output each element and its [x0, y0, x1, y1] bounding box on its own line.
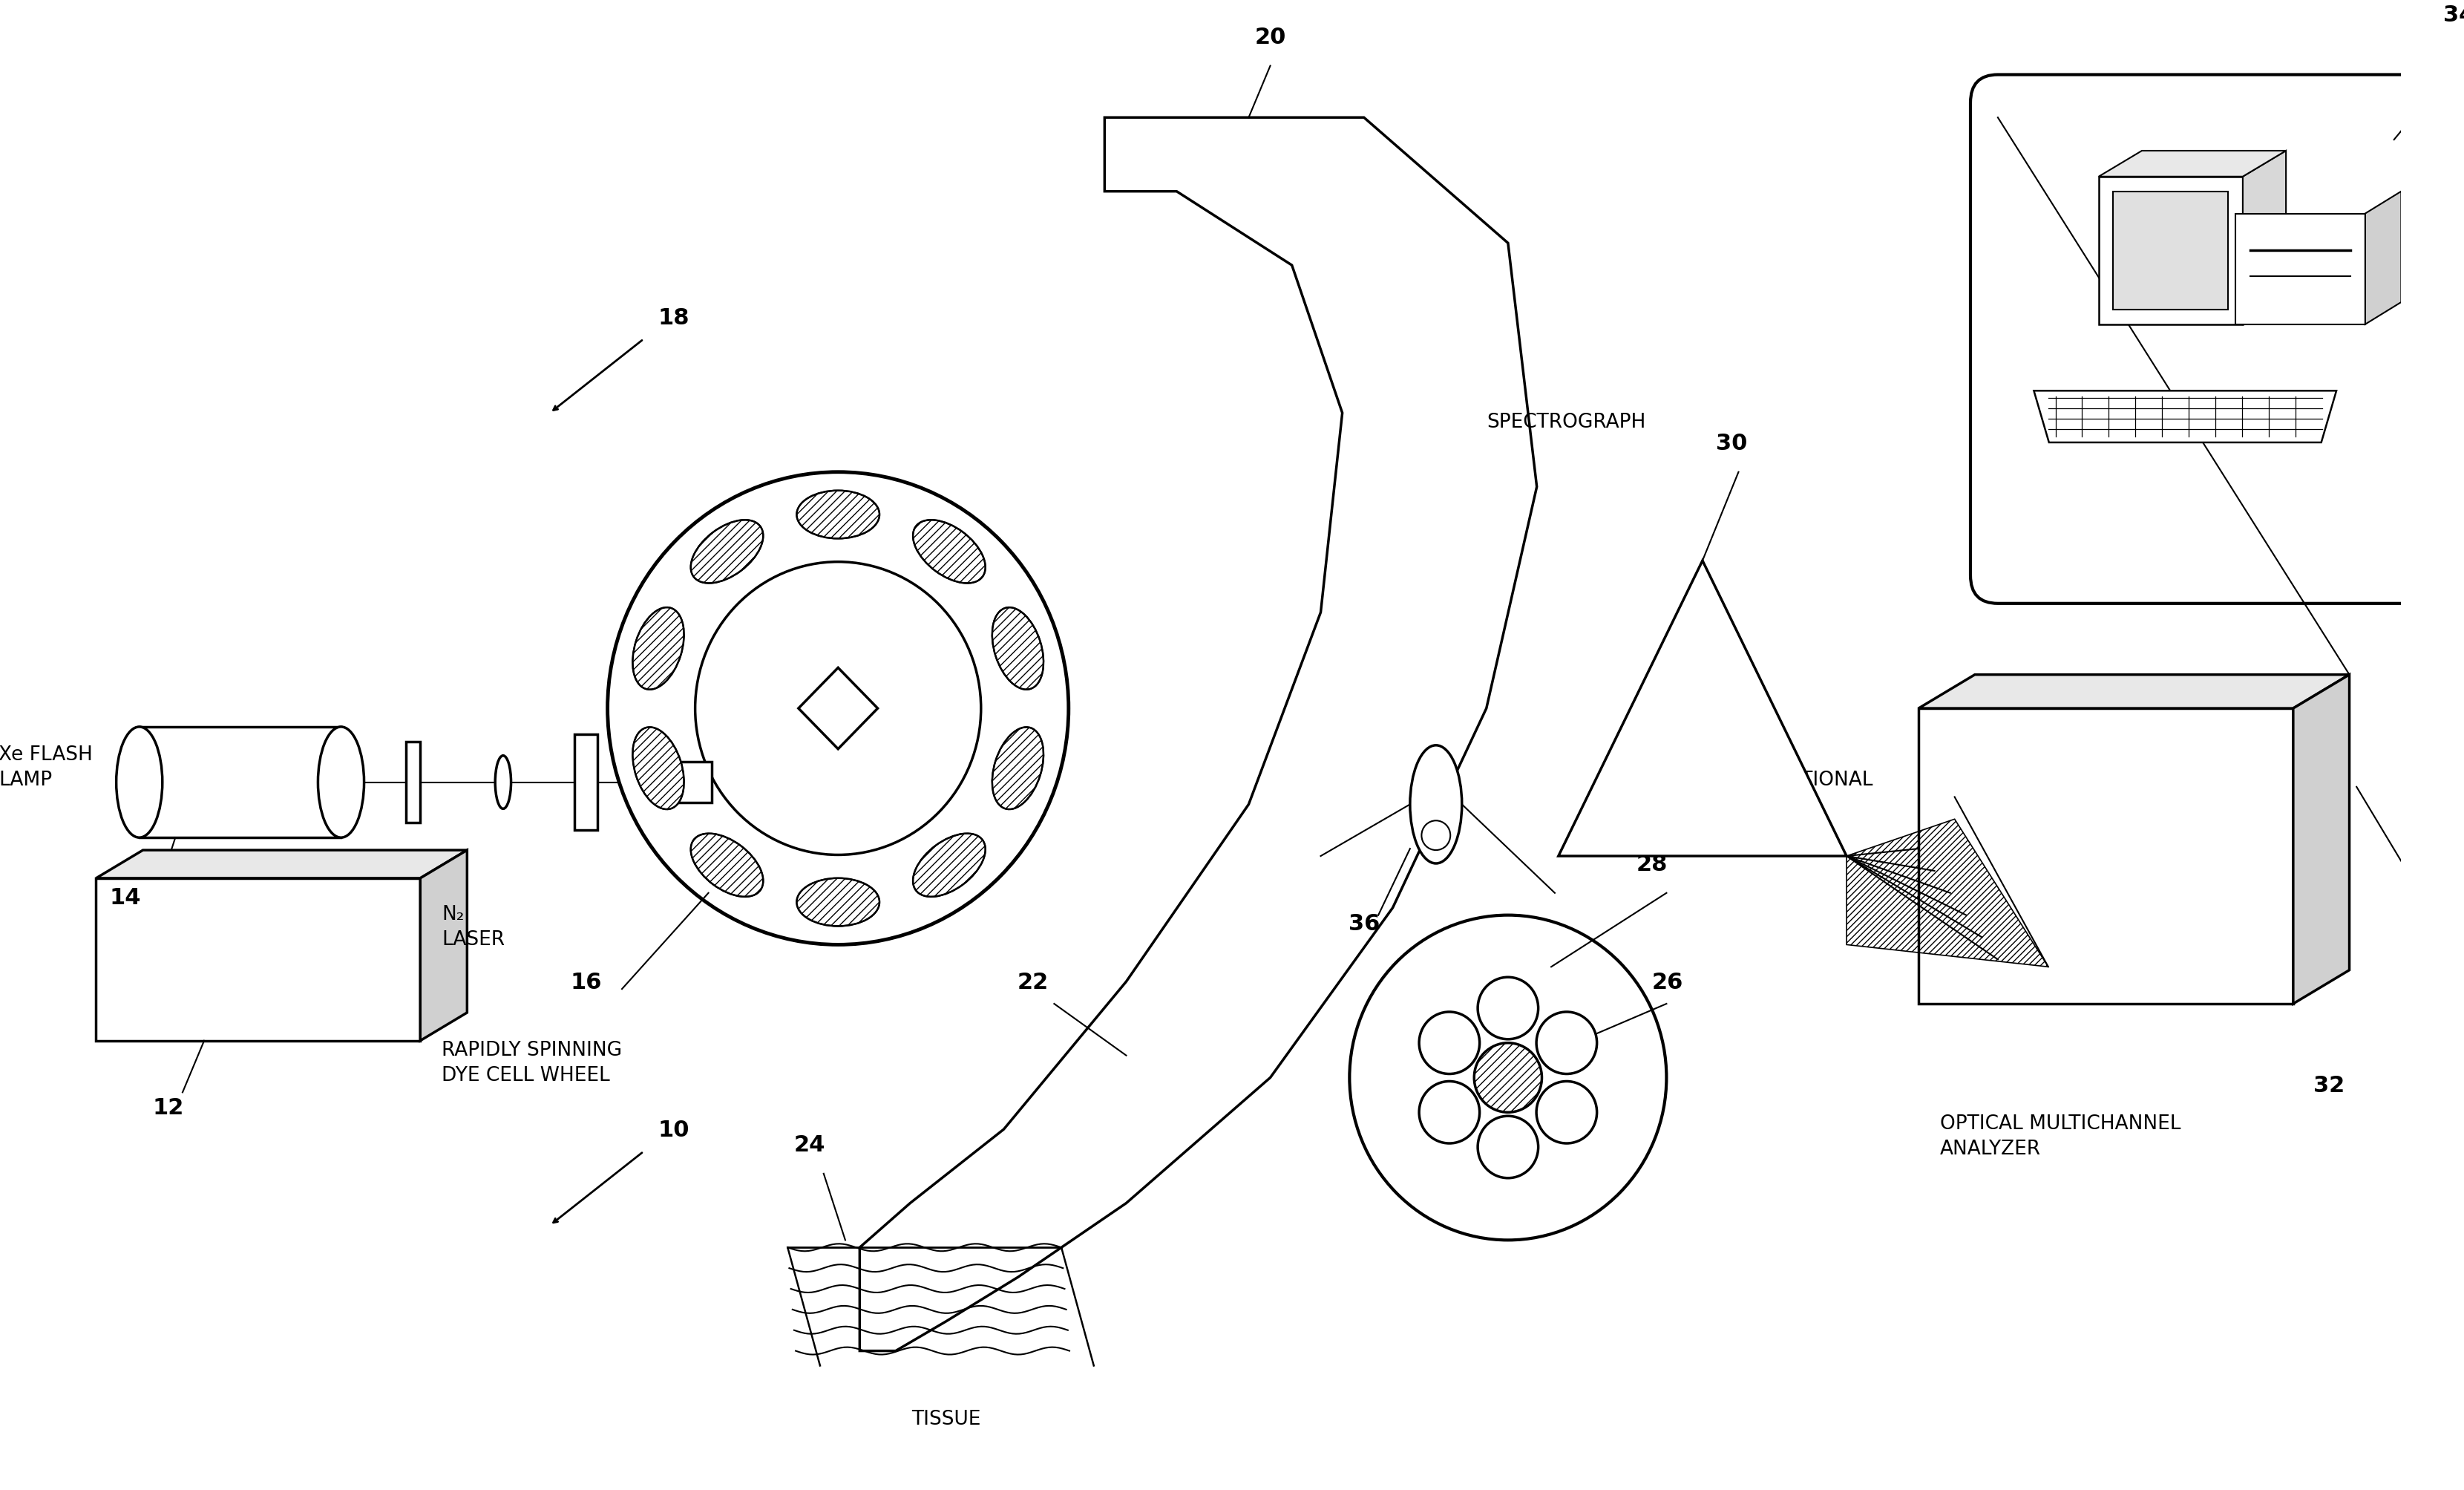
- Text: 20: 20: [1254, 27, 1286, 48]
- Ellipse shape: [993, 608, 1045, 690]
- Ellipse shape: [690, 520, 764, 583]
- Polygon shape: [407, 742, 421, 822]
- Polygon shape: [1557, 560, 1846, 857]
- Text: RAPIDLY SPINNING
DYE CELL WHEEL: RAPIDLY SPINNING DYE CELL WHEEL: [441, 1040, 623, 1085]
- Text: 14: 14: [108, 887, 140, 909]
- Text: OPTICAL MULTICHANNEL
ANALYZER: OPTICAL MULTICHANNEL ANALYZER: [1939, 1115, 2181, 1159]
- Polygon shape: [96, 851, 468, 878]
- Text: 36: 36: [1348, 913, 1380, 934]
- Text: TISSUE: TISSUE: [912, 1410, 981, 1429]
- Text: PROBE
CROSS-SECTIONAL
VIEW: PROBE CROSS-SECTIONAL VIEW: [1688, 745, 1873, 815]
- Circle shape: [609, 472, 1069, 945]
- Circle shape: [1538, 1012, 1597, 1074]
- Text: 34: 34: [2444, 4, 2464, 25]
- Ellipse shape: [633, 608, 685, 690]
- Circle shape: [1473, 1043, 1542, 1113]
- Ellipse shape: [318, 727, 365, 837]
- Text: 16: 16: [569, 971, 601, 994]
- Polygon shape: [1919, 675, 2348, 708]
- Polygon shape: [673, 761, 712, 803]
- FancyBboxPatch shape: [1971, 75, 2442, 603]
- Text: 28: 28: [1636, 854, 1668, 875]
- Polygon shape: [421, 851, 468, 1040]
- Polygon shape: [860, 118, 1538, 1351]
- Polygon shape: [2033, 390, 2336, 443]
- Circle shape: [1350, 915, 1666, 1240]
- Polygon shape: [574, 735, 596, 830]
- Ellipse shape: [914, 520, 986, 583]
- Polygon shape: [2365, 191, 2402, 325]
- Text: 12: 12: [153, 1098, 185, 1119]
- Polygon shape: [2242, 150, 2287, 325]
- Circle shape: [1538, 1082, 1597, 1143]
- Circle shape: [1419, 1012, 1478, 1074]
- Text: Xe FLASH
LAMP: Xe FLASH LAMP: [0, 745, 94, 790]
- Ellipse shape: [633, 727, 685, 809]
- Text: 22: 22: [1018, 971, 1047, 994]
- Ellipse shape: [116, 727, 163, 837]
- Ellipse shape: [495, 755, 510, 809]
- Ellipse shape: [1409, 745, 1461, 863]
- Ellipse shape: [796, 490, 880, 538]
- Polygon shape: [140, 727, 340, 837]
- Polygon shape: [798, 668, 877, 749]
- Polygon shape: [2294, 675, 2348, 1004]
- Circle shape: [1422, 821, 1451, 851]
- Ellipse shape: [993, 727, 1045, 809]
- Text: 30: 30: [1715, 432, 1747, 454]
- Ellipse shape: [796, 878, 880, 927]
- Text: 24: 24: [793, 1134, 825, 1156]
- Text: 10: 10: [658, 1119, 690, 1141]
- Text: SPECTROGRAPH: SPECTROGRAPH: [1486, 413, 1646, 432]
- Text: 32: 32: [2314, 1076, 2346, 1097]
- Polygon shape: [2099, 176, 2242, 325]
- Text: N₂
LASER: N₂ LASER: [441, 904, 505, 949]
- Ellipse shape: [690, 833, 764, 897]
- Circle shape: [1478, 1116, 1538, 1179]
- Polygon shape: [2114, 191, 2227, 310]
- Text: 26: 26: [1651, 971, 1683, 994]
- Text: 18: 18: [658, 307, 690, 329]
- Polygon shape: [1919, 708, 2294, 1004]
- Ellipse shape: [914, 833, 986, 897]
- Polygon shape: [96, 878, 421, 1040]
- Circle shape: [1478, 977, 1538, 1039]
- Polygon shape: [2235, 213, 2365, 325]
- Polygon shape: [2099, 150, 2287, 176]
- Circle shape: [695, 562, 981, 855]
- Circle shape: [1419, 1082, 1478, 1143]
